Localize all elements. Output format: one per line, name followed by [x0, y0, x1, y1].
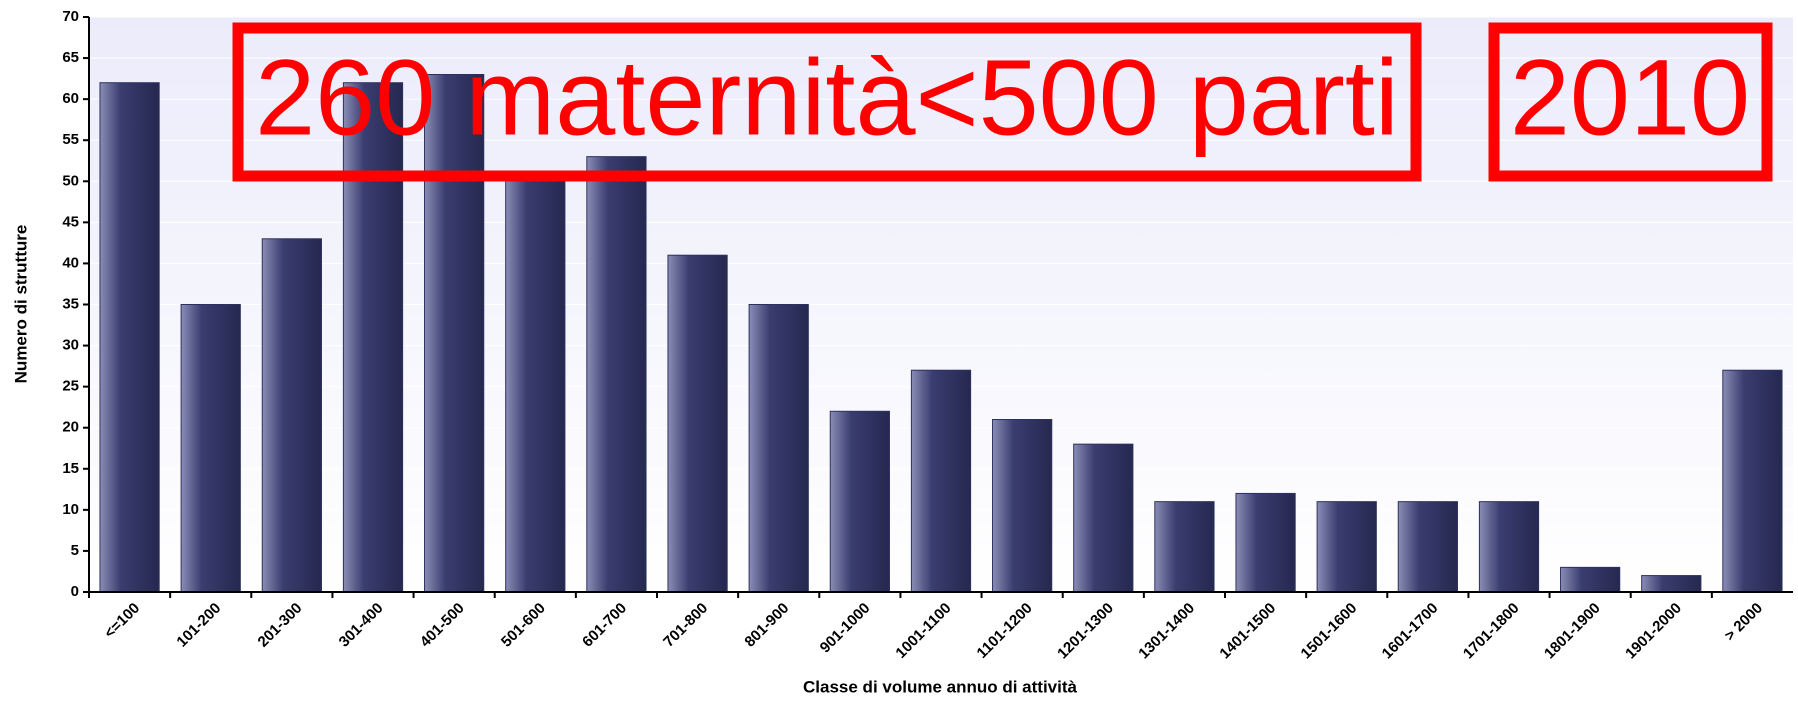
bar [1235, 492, 1296, 593]
x-tick-label: 1201-1300 [1054, 600, 1117, 663]
bar [180, 304, 241, 593]
x-tick-label: 901-1000 [817, 600, 874, 657]
y-tick-label: 55 [62, 131, 79, 148]
y-tick-label: 35 [62, 295, 79, 312]
bar [586, 156, 647, 593]
x-tick-label: 1501-1600 [1298, 600, 1361, 663]
bar [1073, 443, 1134, 593]
x-tick-label: 501-600 [498, 600, 549, 651]
bar [261, 238, 322, 593]
y-tick-label: 20 [62, 419, 79, 436]
x-tick-label: 101-200 [173, 600, 224, 651]
bar [505, 172, 566, 593]
y-tick-label: 65 [62, 49, 79, 66]
y-tick-label: 40 [62, 254, 79, 271]
y-tick-label: 50 [62, 172, 79, 189]
x-tick-label: 1901-2000 [1622, 600, 1685, 663]
x-tick-label: 1301-1400 [1135, 600, 1198, 663]
x-tick-label: 301-400 [336, 600, 387, 651]
bar [1560, 566, 1621, 593]
annotation-box [232, 22, 1422, 182]
y-tick-label: 45 [62, 213, 79, 230]
x-tick-label: 701-800 [660, 600, 711, 651]
x-tick-label: 1101-1200 [974, 600, 1036, 662]
bar [1478, 501, 1540, 593]
x-tick-label: 401-500 [417, 600, 468, 651]
x-tick-label: 1701-1800 [1460, 600, 1523, 663]
y-axis-label: Numero di strutture [11, 225, 30, 384]
bar [992, 419, 1053, 593]
bar [910, 369, 972, 593]
annotation-box [1488, 22, 1773, 182]
bar [1316, 501, 1377, 593]
x-tick-label: 1601-1700 [1379, 600, 1442, 663]
y-tick-label: 5 [71, 542, 79, 559]
annotation: 2010 [1510, 37, 1750, 158]
x-tick-label: > 2000 [1721, 600, 1766, 645]
bar [1641, 575, 1702, 593]
bar [424, 74, 485, 593]
x-tick-label: 1401-1500 [1216, 600, 1279, 663]
y-tick-label: 30 [62, 337, 79, 354]
x-tick-label: 1801-1900 [1541, 600, 1604, 663]
x-axis-label: Classe di volume annuo di attività [803, 677, 1077, 696]
annotation: 260 maternità<500 parti [255, 37, 1399, 158]
x-tick-label: <=100 [101, 600, 143, 642]
x-tick-label: 801-900 [741, 600, 792, 651]
y-tick-label: 0 [71, 583, 79, 600]
x-tick-label: 201-300 [255, 600, 306, 651]
bar [1722, 369, 1783, 593]
y-tick-label: 25 [62, 378, 79, 395]
x-tick-label: 601-700 [579, 600, 630, 651]
bar [342, 82, 404, 593]
bar [829, 410, 890, 593]
y-tick-label: 10 [62, 501, 79, 518]
bar [1154, 501, 1215, 593]
y-tick-label: 15 [62, 460, 79, 477]
y-tick-label: 60 [62, 90, 79, 107]
bar [1397, 501, 1458, 593]
bar [667, 254, 728, 593]
bar [99, 82, 160, 593]
y-tick-label: 70 [62, 8, 79, 25]
bar [748, 304, 809, 593]
x-tick-label: 1001-1100 [892, 600, 954, 662]
